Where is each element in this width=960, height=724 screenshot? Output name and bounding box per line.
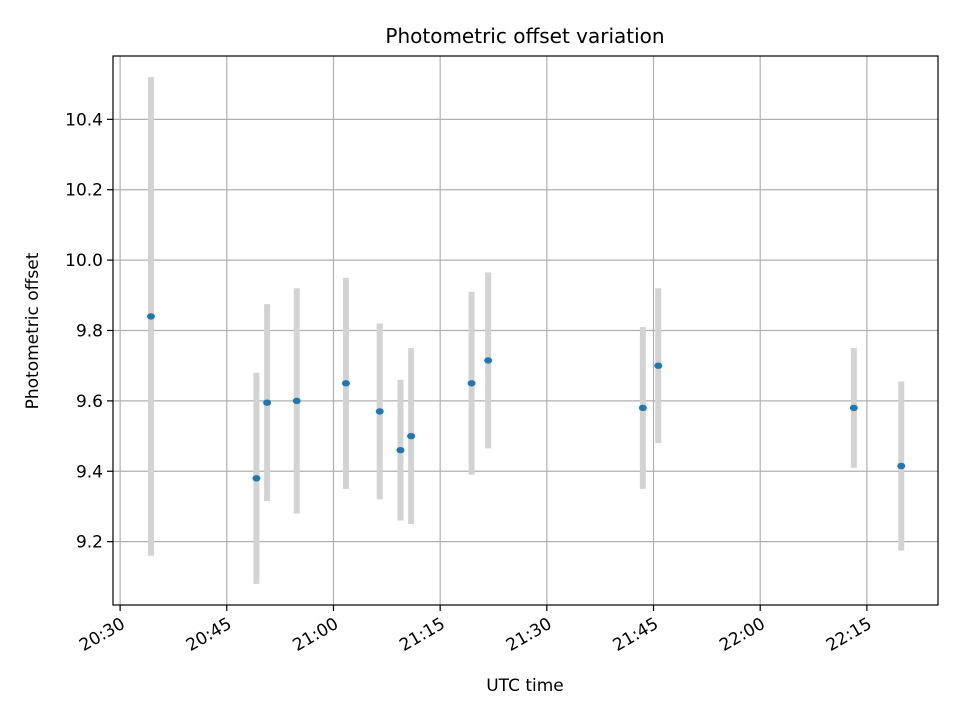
data-point: [341, 380, 350, 387]
y-tick-label: 10.2: [65, 181, 103, 201]
x-tick-label: 20:45: [183, 614, 235, 656]
data-point: [396, 446, 405, 454]
y-tick-label: 9.2: [76, 533, 103, 553]
data-point: [292, 397, 301, 405]
x-tick-label: 20:30: [76, 614, 128, 656]
data-point: [484, 357, 493, 364]
y-tick-label: 10.4: [65, 110, 103, 130]
data-point: [467, 380, 476, 387]
x-axis-label: UTC time: [486, 676, 564, 696]
data-point: [638, 404, 647, 412]
data-point: [897, 462, 906, 470]
y-axis-ticks: 9.2 9.4 9.6 9.8 10.0 10.2 10.4: [65, 110, 113, 553]
grid-layer: [113, 56, 938, 605]
y-tick-label: 10.0: [65, 251, 103, 271]
x-tick-label: 21:15: [396, 614, 448, 656]
y-axis-label: Photometric offset: [23, 252, 43, 409]
y-tick-label: 9.8: [76, 322, 103, 342]
y-tick-label: 9.6: [76, 392, 103, 412]
x-tick-label: 22:00: [716, 614, 768, 656]
data-point: [375, 408, 384, 415]
data-point: [849, 404, 858, 412]
x-tick-label: 21:30: [503, 614, 555, 656]
x-tick-label: 22:15: [823, 614, 875, 656]
x-axis-ticks: 20:30 20:45 21:00 21:15 21:30 21:45 22:00 22:15: [76, 605, 875, 656]
chart-title: Photometric offset variation: [385, 24, 664, 48]
point-layer: [146, 313, 906, 482]
y-tick-label: 9.4: [76, 462, 103, 482]
data-point: [407, 432, 416, 440]
data-point: [252, 475, 261, 482]
x-tick-label: 21:00: [290, 614, 342, 656]
data-point: [146, 313, 155, 320]
x-tick-label: 21:45: [610, 614, 662, 656]
data-point: [654, 362, 663, 369]
data-point: [263, 399, 272, 406]
